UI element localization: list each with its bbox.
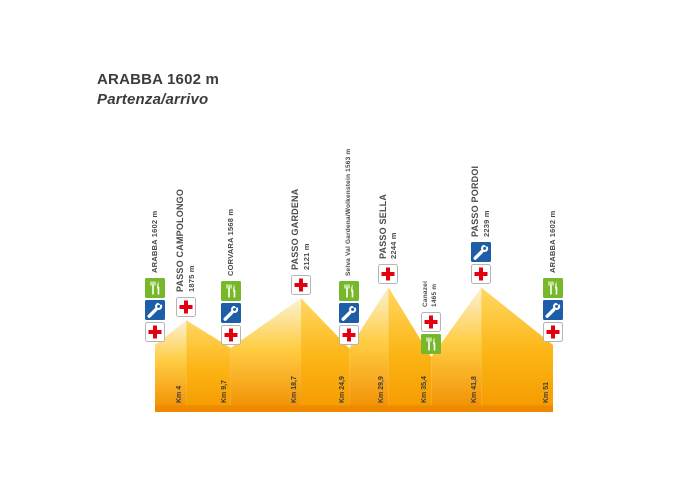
station-label: PASSO PORDOI [470,166,481,238]
medical-icon [543,321,563,342]
profile-segment [186,320,231,408]
mechanic-icon [220,302,241,323]
mechanic-icon [145,299,165,320]
medical-icon [421,312,442,333]
refreshment-icon [145,277,165,298]
km-label: Km 35,4 [421,376,429,403]
profile-segment [388,287,432,408]
medical-icon [145,321,165,342]
station-label: Canazei [422,281,430,308]
title-block: ARABBA 1602 m Partenza/arrivo [97,70,219,110]
station-label: 2239 m [481,210,491,238]
profile-segment [481,287,553,408]
station-label: ARABBA 1602 m [150,210,159,273]
km-label: Km 29,9 [378,376,386,403]
refreshment-icon [339,281,360,302]
station-label: 1465 m [431,283,439,308]
refreshment-icon [220,280,241,301]
km-label: Km 41,8 [471,376,479,403]
mountain-faces [155,287,553,408]
medical-icon [378,264,399,285]
km-label: Km 51 [543,381,550,403]
baseline-strip [155,405,553,412]
medical-icon [339,325,360,346]
medical-icon [176,297,197,318]
station-label: PASSO CAMPOLONGO [175,189,186,293]
station-label: PASSO GARDENA [290,188,301,271]
page-subtitle: Partenza/arrivo [97,91,209,108]
mechanic-icon [543,299,563,320]
profile-segment [349,287,389,408]
medical-icon [220,324,241,345]
page-title: ARABBA 1602 m [97,71,220,88]
station-label: 2121 m [301,243,311,271]
station-label: 2244 m [389,232,399,260]
medical-icon [471,264,492,285]
refreshment-icon [543,277,563,298]
km-label: Km 4 [176,385,184,403]
station-label: Selva Val Gardena/Wolkenstein 1563 m [344,148,352,277]
station-label: PASSO SELLA [377,193,388,260]
km-label: Km 18,7 [290,376,298,403]
profile-segment [230,298,301,408]
km-label: Km 24,9 [339,376,347,403]
km-label: Km 9,7 [220,380,228,403]
refreshment-icon [421,334,442,355]
profile-segment [155,320,187,408]
station-label: ARABBA 1602 m [548,210,557,273]
station-label: 1875 m [186,265,196,293]
profile-segment [431,287,482,408]
medical-icon [290,275,311,296]
mechanic-icon [339,303,360,324]
profile-segment [300,298,350,408]
mechanic-icon [471,242,492,263]
station-label: CORVARA 1568 m [225,208,235,276]
